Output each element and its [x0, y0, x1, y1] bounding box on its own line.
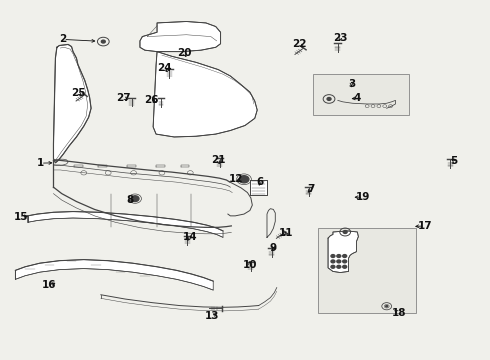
Circle shape [386, 306, 388, 307]
Polygon shape [250, 180, 267, 195]
Circle shape [337, 255, 341, 257]
Circle shape [343, 230, 347, 233]
Circle shape [239, 176, 249, 183]
Circle shape [337, 265, 341, 268]
Text: 6: 6 [256, 177, 263, 187]
Text: 27: 27 [117, 93, 131, 103]
Polygon shape [328, 231, 358, 273]
Text: 11: 11 [279, 228, 294, 238]
Circle shape [337, 260, 341, 263]
Text: 19: 19 [356, 192, 370, 202]
Text: 20: 20 [177, 48, 191, 58]
Text: 13: 13 [204, 311, 219, 321]
Text: 22: 22 [293, 39, 307, 49]
Polygon shape [153, 51, 257, 137]
Text: 14: 14 [183, 232, 197, 242]
Text: 16: 16 [42, 280, 57, 290]
Polygon shape [27, 212, 223, 237]
Circle shape [331, 255, 335, 257]
Text: 21: 21 [211, 155, 225, 165]
Polygon shape [15, 260, 213, 290]
Bar [314, 74, 409, 116]
Text: 2: 2 [60, 35, 67, 44]
Text: 5: 5 [450, 156, 458, 166]
Circle shape [101, 40, 105, 43]
Text: 10: 10 [243, 260, 257, 270]
Circle shape [343, 260, 346, 263]
Circle shape [331, 260, 335, 263]
Circle shape [131, 196, 139, 202]
Text: 8: 8 [126, 195, 134, 205]
Text: 25: 25 [72, 88, 86, 98]
Text: 15: 15 [14, 212, 28, 221]
Text: 4: 4 [354, 93, 361, 103]
Polygon shape [140, 22, 220, 51]
Text: 23: 23 [333, 33, 347, 43]
Circle shape [327, 98, 331, 100]
Text: 12: 12 [229, 174, 244, 184]
Text: 24: 24 [157, 63, 171, 73]
Text: 26: 26 [144, 95, 158, 105]
Circle shape [343, 265, 346, 268]
Text: 9: 9 [270, 243, 277, 253]
Text: 7: 7 [307, 184, 315, 194]
Polygon shape [53, 44, 91, 163]
Text: 18: 18 [392, 308, 406, 318]
Circle shape [343, 255, 346, 257]
Text: 3: 3 [348, 79, 355, 89]
Bar [318, 228, 416, 313]
Text: 1: 1 [37, 158, 45, 168]
Text: 17: 17 [417, 221, 432, 231]
Circle shape [331, 265, 335, 268]
